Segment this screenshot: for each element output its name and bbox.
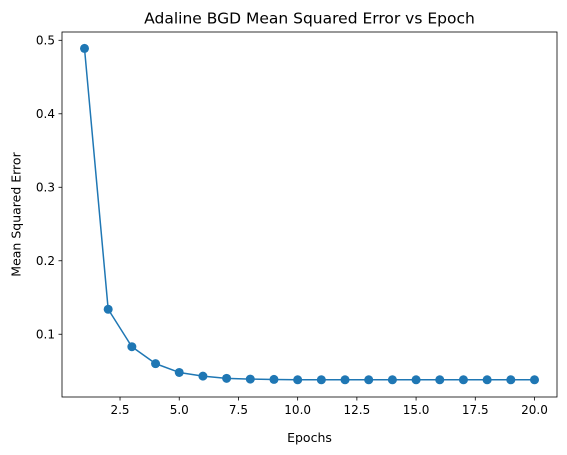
y-tick-label: 0.5 bbox=[36, 34, 55, 48]
data-point-marker bbox=[245, 374, 255, 384]
data-point-marker bbox=[293, 375, 303, 385]
x-tick-label: 17.5 bbox=[462, 403, 489, 417]
x-tick-label: 12.5 bbox=[344, 403, 371, 417]
x-tick-label: 7.5 bbox=[229, 403, 248, 417]
y-tick-label: 0.2 bbox=[36, 254, 55, 268]
data-point-marker bbox=[269, 374, 279, 384]
x-tick-label: 15.0 bbox=[403, 403, 430, 417]
data-point-marker bbox=[340, 375, 350, 385]
x-axis-label: Epochs bbox=[287, 430, 332, 445]
x-tick-label: 5.0 bbox=[170, 403, 189, 417]
data-point-marker bbox=[80, 43, 89, 53]
plot-frame bbox=[61, 31, 558, 398]
data-point-marker bbox=[127, 342, 137, 352]
x-tick-label: 10.0 bbox=[284, 403, 311, 417]
x-tick-label: 2.5 bbox=[110, 403, 129, 417]
data-point-marker bbox=[198, 371, 208, 381]
data-point-marker bbox=[103, 304, 113, 314]
data-point-marker bbox=[411, 375, 421, 385]
data-point-marker bbox=[387, 375, 397, 385]
data-point-marker bbox=[316, 375, 326, 385]
series-line-group bbox=[80, 43, 539, 385]
data-point-marker bbox=[530, 375, 539, 385]
data-point-marker bbox=[364, 375, 374, 385]
x-tick-label: 20.0 bbox=[521, 403, 548, 417]
data-point-marker bbox=[506, 375, 516, 385]
data-point-marker bbox=[482, 375, 492, 385]
chart-title: Adaline BGD Mean Squared Error vs Epoch bbox=[144, 10, 475, 28]
data-point-marker bbox=[222, 373, 232, 383]
data-point-marker bbox=[435, 375, 445, 385]
x-axis-ticks: 2.5 5.0 7.5 10.0 12.5 15.0 17.5 20.0 bbox=[110, 397, 548, 417]
y-axis-ticks: 0.1 0.2 0.3 0.4 0.5 bbox=[36, 34, 62, 342]
y-tick-label: 0.4 bbox=[36, 107, 55, 121]
data-point-marker bbox=[458, 375, 468, 385]
data-point-marker bbox=[151, 359, 161, 369]
y-tick-label: 0.3 bbox=[36, 181, 55, 195]
data-point-marker bbox=[174, 367, 184, 377]
plot-area bbox=[62, 32, 557, 397]
y-axis-label: Mean Squared Error bbox=[9, 151, 24, 276]
y-tick-label: 0.1 bbox=[36, 328, 55, 342]
